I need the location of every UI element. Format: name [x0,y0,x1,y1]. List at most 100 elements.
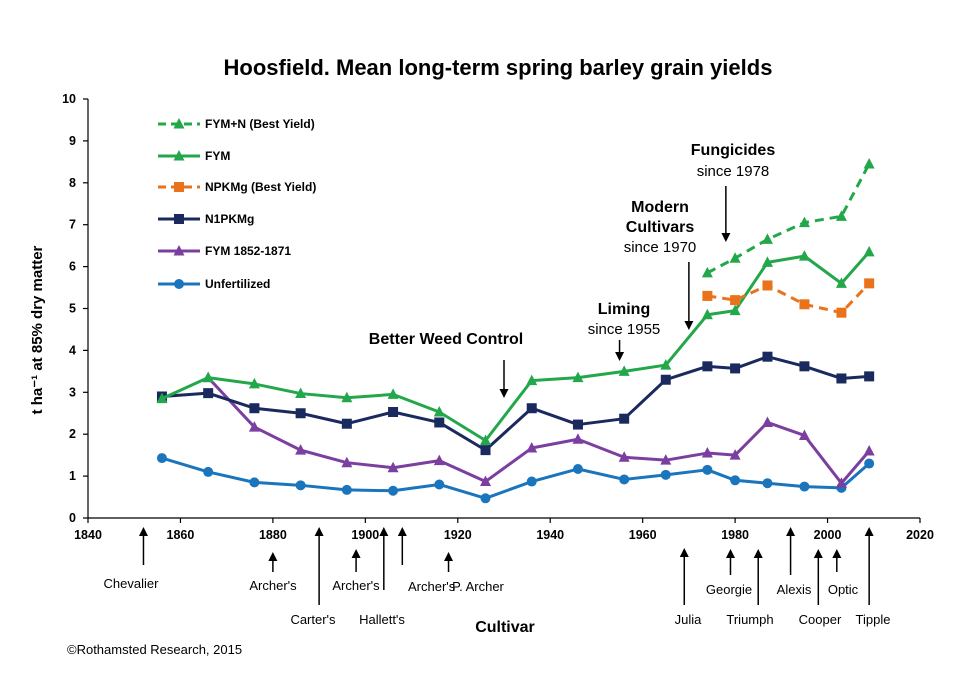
data-point [864,371,875,382]
data-point [761,416,773,427]
y-tick-label: 4 [69,343,76,357]
cultivar-marker: Alexis [777,527,812,597]
cultivar-label: Carter's [290,612,336,627]
x-tick-label: 1860 [167,528,195,542]
data-point [798,429,810,440]
data-point [526,442,538,453]
cultivar-label: Archer's [332,578,380,593]
data-point [660,359,672,370]
data-point [526,403,537,414]
data-point [480,475,492,487]
cultivar-marker: Chevalier [104,527,160,591]
data-point [480,434,492,445]
legend-swatch-marker [174,182,184,192]
data-point [341,418,352,429]
data-point [387,388,399,399]
cultivar-arrow-head [268,552,278,561]
annotation-modern-arrow-head [684,321,694,330]
data-point [434,417,445,428]
data-point [156,453,167,464]
cultivar-arrow-head [444,552,454,561]
cultivar-label: Chevalier [104,576,160,591]
data-point [702,290,713,301]
data-point [156,392,168,404]
series-fym [156,245,875,445]
data-point [761,233,773,244]
data-point [702,361,713,372]
cultivar-arrow-head [786,527,796,536]
y-tick-label: 5 [69,302,76,316]
x-tick-label: 1920 [444,528,472,542]
legend-label: FYM [205,149,230,163]
data-point [835,210,847,221]
cultivar-label: Hallett's [359,612,405,627]
cultivar-arrow-head [813,549,823,558]
legend-label: NPKMg (Best Yield) [205,180,316,194]
data-point [729,252,741,263]
cultivar-label: Julia [675,612,703,627]
cultivar-marker: Optic [828,549,859,597]
data-point [799,481,810,492]
annotation-modern-since: since 1970 [624,239,697,256]
y-tick-label: 3 [69,385,76,399]
y-tick-label: 1 [69,469,76,483]
x-tick-label: 1980 [721,528,749,542]
series-line [706,163,871,275]
y-axis-label: t ha⁻¹ at 85% dry matter [29,245,46,414]
cultivar-marker: Cooper [799,549,842,627]
legend-item: FYM [158,149,230,163]
series-fym-n-best-yield- [701,157,875,278]
data-point [203,388,214,399]
annotation-liming-title: Liming [598,301,650,318]
data-point [835,277,847,288]
data-point [701,308,713,320]
data-point [202,371,214,383]
legend-label: FYM 1852-1871 [205,244,291,258]
data-point [480,493,491,504]
data-point [762,478,773,489]
data-point [526,374,538,386]
data-point [836,307,847,318]
series-layer [156,157,875,504]
cultivar-marker: Tipple [856,527,890,627]
data-point [730,363,741,374]
data-point [387,461,399,473]
data-point [434,479,445,490]
data-point [341,456,353,468]
annotation-liming-arrow-head [615,352,625,361]
cultivar-marker: Georgie [706,549,752,597]
y-tick-label: 9 [69,134,76,148]
x-tick-label: 1940 [536,528,564,542]
legend-swatch-marker [173,150,185,161]
cultivar-label: P. Archer [452,579,504,594]
cultivar-marker: Archer's [332,549,380,593]
legend-item: Unfertilized [158,277,270,291]
x-tick-label: 2020 [906,528,934,542]
data-point [761,256,773,267]
legend-label: N1PKMg [205,212,254,226]
data-point [433,454,445,466]
annotation-fungicides-title: Fungicides [691,142,776,159]
data-point [798,250,810,261]
y-tick-label: 6 [69,260,76,274]
cultivar-marker: Julia [675,548,703,627]
series-unfertilized [156,453,875,504]
annotations: Fungicides since 1978 Modern Cultivars since… [369,142,776,398]
series-npkmg-best-yield- [702,278,875,318]
data-point [618,451,630,462]
legend-item: FYM+N (Best Yield) [158,117,315,131]
y-tick-label: 8 [69,176,76,190]
data-point [248,421,260,432]
data-point [526,476,537,487]
data-point [618,365,630,376]
annotation-weed-control-arrow-head [499,389,509,398]
cultivar-arrow-head [725,549,735,558]
data-point [863,245,875,257]
legend-swatch-marker [173,118,185,129]
cultivar-marker: Hallett's [359,527,405,627]
series-line [161,250,871,442]
data-point [702,464,713,475]
legend-item: N1PKMg [158,212,254,226]
data-point [619,413,630,424]
series-fym-1852-1871 [202,371,875,488]
